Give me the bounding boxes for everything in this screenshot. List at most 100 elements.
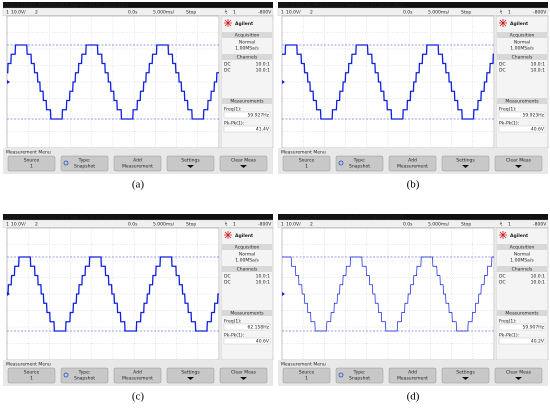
ch1-coupling: DC [499,62,506,68]
section-header [222,98,272,104]
ch1-label: 1 [281,9,284,15]
button-label: Add [408,158,417,164]
type-icon [338,372,344,378]
pkpk-label: Pk-Pk(1): [224,333,244,339]
waveform [282,256,494,332]
trigger-channel: 1 [233,9,236,15]
ground-marker [282,292,285,296]
ch2-probe: 10.0:1 [531,68,546,74]
section-title: Channels [237,267,258,273]
button-arrow [462,165,469,168]
header-text: DSO-X 2012A, MY51451413: Sat Oct 31 07:5… [5,215,129,221]
menu-button [60,155,109,172]
delay: 0.0s [403,221,413,227]
run-status: Stop [186,221,196,227]
button-value: Measurement [397,164,428,170]
type-icon [338,160,344,166]
button-value: 1 [305,376,308,382]
caption: (b) [407,179,420,191]
trigger-icon [499,9,503,15]
section-title: Acquisition [235,245,260,251]
time-scale: 5.000ms/ [428,221,450,227]
caption: (a) [132,179,145,191]
time-scale: 5.000ms/ [428,9,450,15]
button-value: 1 [30,164,33,170]
pkpk-value: 40.6V [256,339,270,345]
value-box [223,111,271,119]
title-bar [3,2,273,8]
trigger-level: -800V [258,9,272,15]
button-label: Type: [78,370,91,376]
freq-label: Freq(1): [224,319,242,325]
menu-button [335,155,384,172]
button-label: Source [24,370,40,376]
button-label: Add [133,158,142,164]
section-header [497,244,547,250]
menu-button [7,155,56,172]
scope-panel: DSO-X 2012A, MY51451413: Sat Oct 31 07:5… [2,214,274,403]
trigger-icon [499,221,503,227]
header-text: DSO-X 2012A, MY51451413: Sat Oct 31 07:5… [280,3,404,9]
acq-rate: 1.00MSa/s [510,46,534,52]
button-arrow [187,377,194,380]
top-bar [2,219,274,228]
caption: (c) [132,391,145,403]
acq-mode: Normal [514,252,530,258]
button-arrow [462,377,469,380]
ch2-coupling: DC [499,280,506,286]
title-bar [278,2,548,8]
menu-button [441,155,490,172]
scope-panel: DSO-X 2012A, MY51451413: Sat Oct 31 07:5… [277,2,549,191]
menu-button [388,367,437,384]
button-label: Type: [353,158,366,164]
value-box [223,323,271,331]
ch1-coupling: DC [224,62,231,68]
value-box [498,323,546,331]
button-label: Clear Meas [506,158,532,164]
type-icon [63,160,69,166]
section-title: Acquisition [510,33,535,39]
delay: 0.0s [403,9,413,15]
section-header [497,266,547,272]
section-title: Measurements [230,311,264,317]
button-value: Snapshot [349,164,370,170]
menu-title: Measurement Menu [6,150,51,156]
ground-marker [7,292,10,296]
button-arrow [240,165,247,168]
top-bar [277,219,549,228]
trigger-icon [224,221,228,227]
waveform [7,44,219,120]
acq-mode: Normal [239,252,255,258]
ch2-label: 2 [35,9,38,15]
section-title: Measurements [230,99,264,105]
button-arrow [240,377,247,380]
ch2-coupling: DC [499,68,506,74]
menu-button [441,367,490,384]
freq-label: Freq(1): [224,107,242,113]
menu-button [166,155,215,172]
section-title: Channels [237,55,258,61]
freq-value: 62.158Hz [248,325,270,331]
top-bar [277,7,549,16]
ch1-scale: 10.0V/ [286,9,301,15]
button-label: Settings [456,370,475,376]
ch1-label: 1 [6,9,9,15]
section-title: Measurements [505,311,539,317]
button-label: Clear Meas [231,370,257,376]
menu-button [113,155,162,172]
ch1-label: 1 [6,221,9,227]
button-label: Type: [353,370,366,376]
scope-panel: DSO-X 2012A, MY51451413: Sat Oct 31 08:0… [277,214,549,403]
menu-button [335,367,384,384]
value-box [498,111,546,119]
menu-button [494,155,543,172]
trigger-channel: 1 [233,221,236,227]
button-arrow [515,165,522,168]
header-text: DSO-X 2012A, MY51451413: Sat Oct 31 07:5… [5,3,129,9]
button-value: Measurement [122,376,153,382]
value-box [498,337,546,345]
trigger-channel: 1 [508,9,511,15]
section-header [222,54,272,60]
agilent-logo [224,231,232,239]
